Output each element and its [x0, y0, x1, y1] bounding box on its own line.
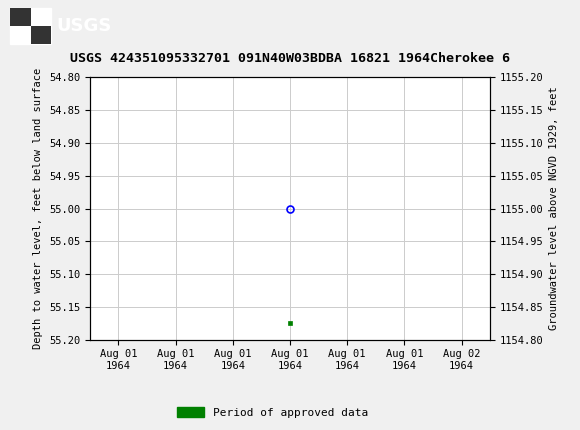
Bar — [10, 8, 31, 26]
Y-axis label: Depth to water level, feet below land surface: Depth to water level, feet below land su… — [34, 68, 44, 349]
Text: USGS 424351095332701 091N40W03BDBA 16821 1964Cherokee 6: USGS 424351095332701 091N40W03BDBA 16821… — [70, 52, 510, 64]
Bar — [31, 26, 51, 44]
Text: USGS: USGS — [57, 17, 112, 35]
Y-axis label: Groundwater level above NGVD 1929, feet: Groundwater level above NGVD 1929, feet — [549, 87, 559, 330]
Legend: Period of approved data: Period of approved data — [172, 402, 373, 422]
Bar — [10, 8, 51, 44]
